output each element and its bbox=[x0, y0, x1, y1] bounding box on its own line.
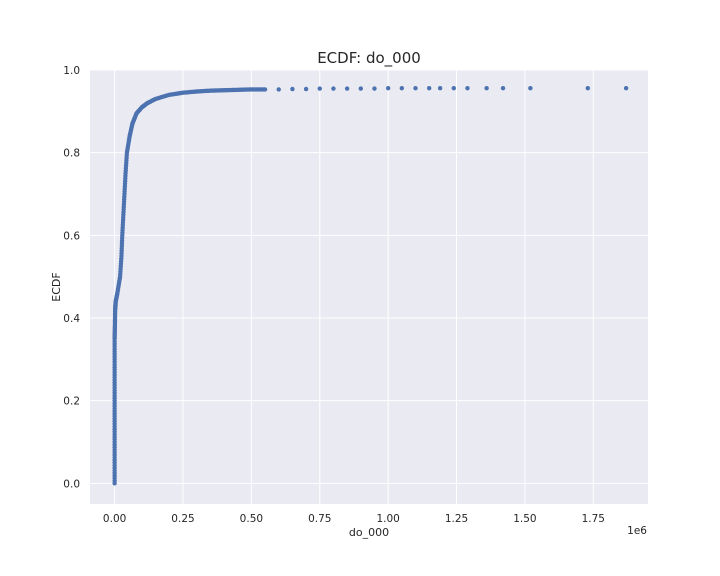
data-point bbox=[623, 85, 629, 91]
grid bbox=[90, 69, 648, 504]
x-tick-label: 1.75 bbox=[582, 513, 605, 525]
y-tick-label: 0.8 bbox=[63, 148, 80, 160]
data-point bbox=[331, 86, 336, 91]
x-axis-label: do_000 bbox=[349, 526, 389, 539]
data-point bbox=[465, 85, 470, 91]
data-point bbox=[451, 85, 456, 91]
y-tick-label: 0.0 bbox=[63, 478, 80, 490]
data-point bbox=[290, 86, 295, 92]
data-point bbox=[484, 85, 489, 91]
data-point bbox=[528, 85, 533, 91]
x-tick-label: 1.00 bbox=[376, 513, 399, 525]
x-tick-label: 0.50 bbox=[240, 513, 263, 525]
x-tick-label: 0.25 bbox=[171, 513, 194, 525]
y-tick-labels: 0.0 0.2 0.4 0.6 0.8 1.0 bbox=[63, 65, 80, 490]
data-point bbox=[262, 87, 268, 92]
data-point bbox=[317, 86, 322, 91]
x-tick-label: 0.00 bbox=[103, 513, 126, 525]
x-tick-label: 1.50 bbox=[513, 513, 536, 525]
data-point bbox=[372, 86, 377, 91]
y-tick-label: 0.4 bbox=[63, 313, 80, 325]
plot-area bbox=[90, 70, 648, 504]
data-point bbox=[303, 86, 309, 92]
x-tick-labels: 0.00 0.25 0.50 0.75 1.00 1.25 1.50 1.75 bbox=[103, 513, 605, 525]
chart-title: ECDF: do_000 bbox=[317, 49, 421, 68]
data-points bbox=[112, 85, 629, 486]
data-point bbox=[500, 85, 506, 91]
data-point bbox=[385, 85, 391, 91]
data-point bbox=[276, 87, 281, 92]
x-axis-scale-label: 1e6 bbox=[627, 525, 647, 537]
data-point bbox=[399, 85, 405, 91]
data-point bbox=[413, 85, 418, 91]
x-tick-label: 1.25 bbox=[445, 513, 468, 525]
data-point bbox=[344, 86, 350, 91]
data-point bbox=[585, 85, 591, 91]
x-tick-label: 0.75 bbox=[308, 513, 331, 525]
data-point bbox=[437, 85, 443, 91]
data-point bbox=[426, 85, 432, 91]
y-tick-label: 0.6 bbox=[63, 230, 80, 242]
y-tick-label: 1.0 bbox=[63, 65, 80, 77]
y-tick-label: 0.2 bbox=[63, 396, 80, 408]
data-point bbox=[358, 86, 363, 91]
y-axis-label: ECDF bbox=[50, 272, 63, 301]
